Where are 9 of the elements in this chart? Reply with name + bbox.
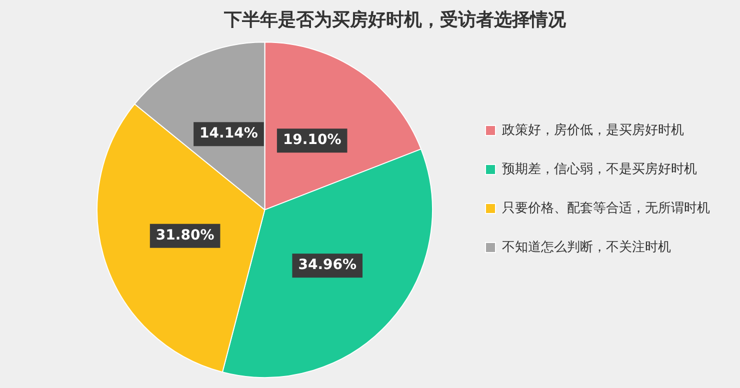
legend-label: 预期差，信心弱，不是买房好时机 [502,160,697,177]
chart-title: 下半年是否为买房好时机，受访者选择情况 [223,9,567,30]
legend-label: 不知道怎么判断，不关注时机 [502,240,671,255]
legend-label: 政策好，房价低，是买房好时机 [502,122,684,138]
data-label: 19.10% [282,132,342,148]
data-label: 34.96% [298,257,357,274]
legend-label: 只要价格、配套等合适，无所谓时机 [502,200,710,216]
data-label: 31.80% [156,228,214,244]
data-label: 14.14% [200,126,258,142]
